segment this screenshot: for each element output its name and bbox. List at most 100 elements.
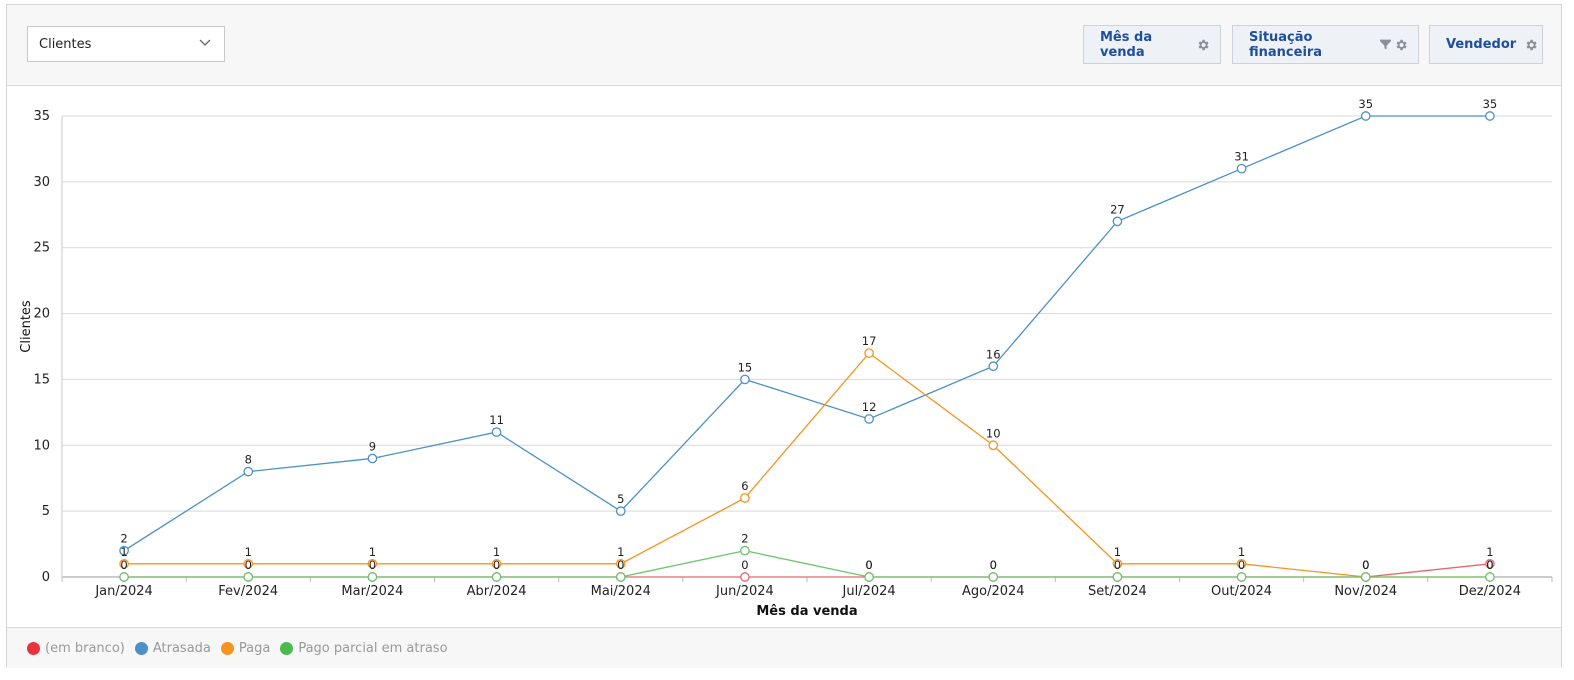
data-label: 0: [1114, 558, 1121, 572]
legend-label: Paga: [238, 640, 271, 656]
data-label: 0: [865, 558, 872, 572]
data-label: 15: [738, 360, 753, 374]
data-point[interactable]: [367, 453, 378, 464]
data-label: 1: [1486, 545, 1493, 559]
gear-icon[interactable]: [1394, 38, 1408, 52]
gear-icon[interactable]: [1524, 38, 1538, 52]
data-label: 2: [120, 532, 127, 546]
data-label: 1: [1238, 545, 1245, 559]
data-point[interactable]: [1360, 572, 1371, 582]
y-tick-label: 0: [42, 570, 50, 585]
series-line-2: [124, 352, 1490, 578]
data-point[interactable]: [1485, 558, 1495, 569]
y-axis-title: Clientes: [19, 300, 34, 353]
data-point[interactable]: [243, 466, 254, 477]
data-point[interactable]: [615, 572, 626, 582]
data-point[interactable]: [491, 572, 502, 582]
series-line-3: [124, 549, 1490, 578]
data-point[interactable]: [740, 374, 750, 385]
data-label: 0: [245, 558, 252, 572]
data-point[interactable]: [864, 414, 874, 424]
data-point[interactable]: [119, 558, 129, 569]
legend-swatch: [134, 641, 148, 655]
x-tick-label: Mai/2024: [591, 584, 651, 599]
data-point[interactable]: [988, 440, 999, 451]
data-point[interactable]: [243, 558, 254, 569]
series-line-0: [124, 563, 1490, 578]
data-point[interactable]: [367, 572, 378, 582]
data-point[interactable]: [1112, 572, 1123, 582]
data-label: 1: [120, 545, 127, 559]
data-point[interactable]: [1485, 572, 1495, 582]
data-point[interactable]: [119, 572, 129, 582]
x-tick-label: Dez/2024: [1459, 584, 1521, 599]
data-point[interactable]: [1236, 572, 1247, 582]
x-tick-label: Jun/2024: [715, 584, 774, 599]
legend-swatch: [27, 641, 40, 655]
data-point[interactable]: [740, 493, 750, 503]
data-label: 10: [986, 426, 1001, 440]
x-tick-label: Fev/2024: [218, 584, 278, 599]
y-tick-label: 25: [33, 241, 50, 256]
data-point[interactable]: [615, 506, 626, 516]
data-point[interactable]: [243, 572, 254, 582]
data-point[interactable]: [740, 545, 750, 556]
data-label: 6: [741, 479, 748, 493]
data-label: 0: [1362, 558, 1369, 572]
data-label: 8: [245, 453, 252, 467]
data-point[interactable]: [988, 572, 999, 582]
legend: (em branco) Atrasada Paga Pago parcial e…: [7, 627, 1561, 668]
x-tick-label: Nov/2024: [1334, 584, 1397, 599]
data-label: 16: [986, 347, 1001, 361]
data-label: 0: [1238, 558, 1245, 572]
data-point[interactable]: [491, 427, 502, 437]
measure-select[interactable]: Clientes: [27, 26, 225, 62]
data-point[interactable]: [119, 545, 129, 556]
data-label: 0: [990, 558, 997, 572]
data-point[interactable]: [1112, 216, 1123, 227]
y-tick-label: 10: [33, 438, 50, 453]
legend-item-pago-parcial[interactable]: Pago parcial em atraso: [280, 641, 448, 656]
data-point[interactable]: [1360, 111, 1371, 121]
legend-item-em-branco[interactable]: (em branco): [27, 641, 125, 656]
legend-item-atrasada[interactable]: Atrasada: [134, 640, 211, 656]
data-point[interactable]: [1236, 558, 1247, 569]
data-label: 0: [617, 558, 624, 572]
chip-vendedor[interactable]: Vendedor: [1429, 25, 1543, 64]
data-label: 0: [741, 558, 748, 572]
data-point[interactable]: [615, 558, 626, 569]
data-label: 0: [865, 558, 872, 572]
data-point[interactable]: [1485, 111, 1495, 121]
data-label: 1: [493, 545, 500, 559]
data-label: 27: [1110, 202, 1125, 216]
filter-icon[interactable]: [1379, 38, 1392, 51]
data-point[interactable]: [864, 348, 874, 358]
legend-swatch: [280, 641, 294, 655]
data-point[interactable]: [988, 361, 999, 372]
data-point[interactable]: [367, 558, 378, 569]
data-label: 2: [741, 532, 748, 546]
data-point[interactable]: [864, 572, 874, 582]
x-tick-label: Mar/2024: [341, 584, 403, 599]
legend-item-paga[interactable]: Paga: [220, 640, 271, 656]
data-point[interactable]: [1112, 558, 1123, 569]
x-tick-label: Out/2024: [1211, 584, 1272, 599]
data-label: 35: [1358, 97, 1373, 111]
legend-label: Atrasada: [152, 640, 211, 656]
gear-icon[interactable]: [1196, 38, 1210, 52]
y-tick-label: 20: [33, 307, 50, 322]
data-point[interactable]: [1236, 163, 1247, 174]
data-label: 0: [120, 558, 127, 572]
data-label: 5: [617, 492, 624, 506]
chip-mes-da-venda[interactable]: Mês da venda: [1083, 25, 1221, 64]
chip-situacao-financeira[interactable]: Situação financeira: [1232, 25, 1419, 64]
legend-label: (em branco): [45, 640, 125, 656]
y-tick-label: 5: [42, 504, 50, 519]
data-label: 0: [1486, 558, 1493, 572]
chip-label: Mês da venda: [1100, 29, 1153, 60]
data-point[interactable]: [740, 572, 750, 582]
data-label: 31: [1234, 150, 1249, 164]
data-label: 1: [1114, 545, 1121, 559]
data-point[interactable]: [491, 558, 502, 569]
